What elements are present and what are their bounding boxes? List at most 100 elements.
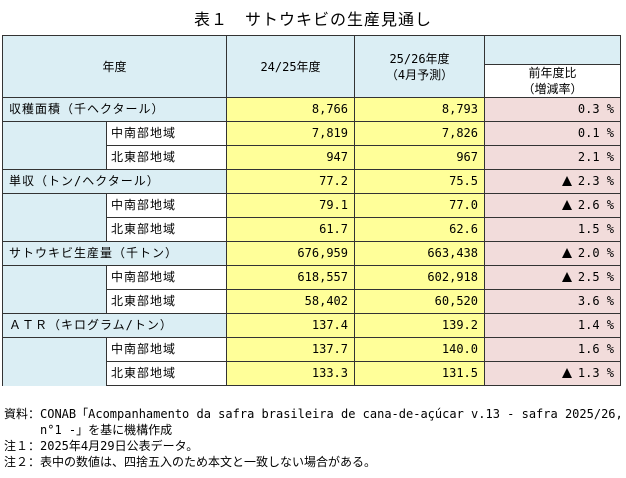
yoy-change-cell: 2.6 % bbox=[484, 193, 621, 218]
indent-cell bbox=[2, 337, 107, 362]
yoy-label: 前年度比 bbox=[528, 66, 577, 80]
yoy-change-cell: 0.1 % bbox=[484, 121, 621, 146]
value-2024-25: 947 bbox=[226, 145, 355, 170]
table-row: 単収（トン/ヘクタール） 77.2 75.5 2.3 % bbox=[2, 169, 621, 194]
yoy-change-cell: 2.0 % bbox=[484, 241, 621, 266]
indent-cell bbox=[2, 361, 107, 386]
indent-cell bbox=[2, 217, 107, 242]
triangle-up-icon bbox=[561, 176, 572, 186]
triangle-up-icon bbox=[561, 272, 572, 282]
region-label: 中南部地域 bbox=[106, 121, 227, 146]
value-2025-26: 8,793 bbox=[354, 97, 485, 122]
header-row: 年度 24/25年度 25/26年度 （4月予測） bbox=[2, 35, 621, 98]
value-2024-25: 79.1 bbox=[226, 193, 355, 218]
yoy-sublabel: （増減率） bbox=[522, 82, 583, 96]
yoy-header: 前年度比 （増減率） bbox=[484, 64, 621, 98]
yoy-change-cell: 2.3 % bbox=[484, 169, 621, 194]
sugarcane-production-table: 年度 24/25年度 25/26年度 （4月予測） 前年度比 （増減率） 収穫面… bbox=[2, 35, 621, 386]
yoy-change-cell: 1.6 % bbox=[484, 337, 621, 362]
region-label: 北東部地域 bbox=[106, 289, 227, 314]
column-2025-26-sublabel: （4月予測） bbox=[385, 67, 454, 82]
value-2025-26: 140.0 bbox=[354, 337, 485, 362]
value-2025-26: 62.6 bbox=[354, 217, 485, 242]
value-2024-25: 61.7 bbox=[226, 217, 355, 242]
yoy-change-cell: 1.3 % bbox=[484, 361, 621, 386]
yoy-change-value: 3.6 % bbox=[577, 294, 614, 308]
region-label: 中南部地域 bbox=[106, 337, 227, 362]
value-2024-25: 676,959 bbox=[226, 241, 355, 266]
value-2024-25: 8,766 bbox=[226, 97, 355, 122]
source-note-continued: n°1 -」を基に機構作成 bbox=[40, 423, 173, 437]
value-2025-26: 663,438 bbox=[354, 241, 485, 266]
indent-cell bbox=[2, 265, 107, 290]
category-label: 収穫面積（千ヘクタール） bbox=[2, 97, 227, 122]
header-blank bbox=[484, 35, 621, 65]
value-2024-25: 137.4 bbox=[226, 313, 355, 338]
value-2025-26: 7,826 bbox=[354, 121, 485, 146]
yoy-change-value: 1.6 % bbox=[577, 342, 614, 356]
region-label: 中南部地域 bbox=[106, 193, 227, 218]
yoy-change-value: 1.5 % bbox=[577, 222, 614, 236]
value-2025-26: 967 bbox=[354, 145, 485, 170]
value-2025-26: 602,918 bbox=[354, 265, 485, 290]
column-2025-26-label: 25/26年度 bbox=[389, 51, 450, 66]
yoy-change-cell: 1.4 % bbox=[484, 313, 621, 338]
indent-cell bbox=[2, 193, 107, 218]
table-row: 中南部地域 79.1 77.0 2.6 % bbox=[2, 193, 621, 218]
table-row: 中南部地域 618,557 602,918 2.5 % bbox=[2, 265, 621, 290]
region-label: 北東部地域 bbox=[106, 361, 227, 386]
value-2024-25: 77.2 bbox=[226, 169, 355, 194]
category-label: ＡＴＲ（キログラム/トン） bbox=[2, 313, 227, 338]
yoy-change-value: 0.1 % bbox=[577, 126, 614, 140]
value-2025-26: 77.0 bbox=[354, 193, 485, 218]
indent-cell bbox=[2, 121, 107, 146]
header-row-2: 前年度比 （増減率） bbox=[3, 64, 621, 98]
column-2025-26-header: 25/26年度 （4月予測） bbox=[354, 35, 485, 98]
value-2024-25: 7,819 bbox=[226, 121, 355, 146]
value-2024-25: 133.3 bbox=[226, 361, 355, 386]
region-label: 北東部地域 bbox=[106, 217, 227, 242]
value-2025-26: 60,520 bbox=[354, 289, 485, 314]
region-label: 中南部地域 bbox=[106, 265, 227, 290]
source-note: 資料：CONAB「Acompanhamento da safra brasile… bbox=[4, 407, 623, 421]
table-row: 北東部地域 133.3 131.5 1.3 % bbox=[2, 361, 621, 386]
column-2024-25-header: 24/25年度 bbox=[226, 35, 355, 98]
triangle-up-icon bbox=[561, 248, 572, 258]
yoy-change-value: 1.4 % bbox=[577, 318, 614, 332]
value-2025-26: 75.5 bbox=[354, 169, 485, 194]
table-row: 北東部地域 58,402 60,520 3.6 % bbox=[2, 289, 621, 314]
yoy-change-value: 2.1 % bbox=[577, 150, 614, 164]
table-row: 北東部地域 61.7 62.6 1.5 % bbox=[2, 217, 621, 242]
table-row: 収穫面積（千ヘクタール） 8,766 8,793 0.3 % bbox=[2, 97, 621, 122]
value-2024-25: 58,402 bbox=[226, 289, 355, 314]
yoy-change-cell: 3.6 % bbox=[484, 289, 621, 314]
value-2025-26: 139.2 bbox=[354, 313, 485, 338]
notes: 資料：CONAB「Acompanhamento da safra brasile… bbox=[4, 406, 623, 470]
note-1: 注１：2025年4月29日公表データ。 bbox=[4, 439, 199, 453]
indent-cell bbox=[2, 145, 107, 170]
table-row: 北東部地域 947 967 2.1 % bbox=[2, 145, 621, 170]
table-row: サトウキビ生産量（千トン） 676,959 663,438 2.0 % bbox=[2, 241, 621, 266]
yoy-change-cell: 2.5 % bbox=[484, 265, 621, 290]
yoy-change-cell: 2.1 % bbox=[484, 145, 621, 170]
yoy-change-value: 0.3 % bbox=[577, 102, 614, 116]
yoy-change-cell: 0.3 % bbox=[484, 97, 621, 122]
yoy-change-cell: 1.5 % bbox=[484, 217, 621, 242]
yoy-change-value: 2.5 % bbox=[577, 270, 614, 284]
table-row: ＡＴＲ（キログラム/トン） 137.4 139.2 1.4 % bbox=[2, 313, 621, 338]
value-2024-25: 137.7 bbox=[226, 337, 355, 362]
yoy-change-value: 2.0 % bbox=[577, 246, 614, 260]
yoy-change-value: 2.6 % bbox=[577, 198, 614, 212]
region-label: 北東部地域 bbox=[106, 145, 227, 170]
indent-cell bbox=[2, 289, 107, 314]
yoy-change-value: 2.3 % bbox=[577, 174, 614, 188]
value-2025-26: 131.5 bbox=[354, 361, 485, 386]
triangle-up-icon bbox=[561, 200, 572, 210]
year-header: 年度 bbox=[2, 35, 227, 98]
value-2024-25: 618,557 bbox=[226, 265, 355, 290]
table-title: 表１ サトウキビの生産見通し bbox=[193, 10, 432, 29]
category-label: 単収（トン/ヘクタール） bbox=[2, 169, 227, 194]
note-2: 注２：表中の数値は、四捨五入のため本文と一致しない場合がある。 bbox=[4, 455, 377, 469]
table-row: 中南部地域 7,819 7,826 0.1 % bbox=[2, 121, 621, 146]
triangle-up-icon bbox=[561, 368, 572, 378]
